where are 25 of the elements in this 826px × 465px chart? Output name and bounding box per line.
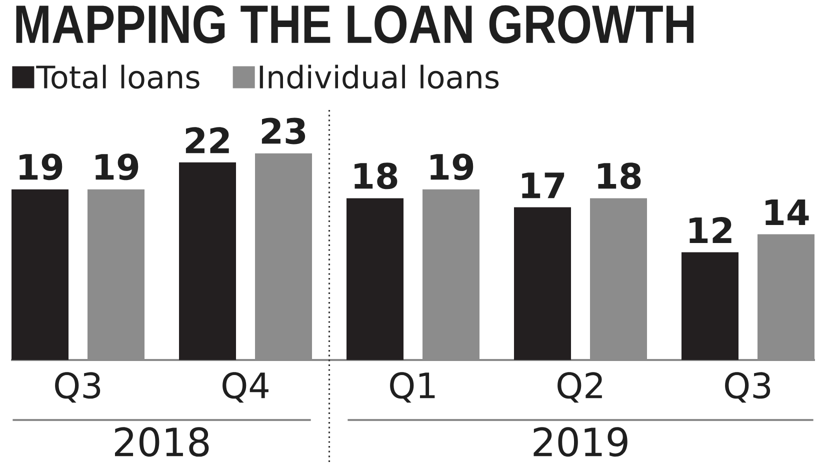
text: 2019 xyxy=(534,427,628,457)
data-label: 19 xyxy=(430,154,474,180)
data-label: 18 xyxy=(354,162,398,190)
data-label: 17 xyxy=(522,172,564,198)
chart-title: MAPPING THE LOAN GROWTH xyxy=(16,5,694,44)
bar xyxy=(682,252,738,360)
legend-label: Total loans xyxy=(36,64,200,89)
data-label: 12 xyxy=(690,217,732,243)
data-label: 19 xyxy=(96,154,138,180)
bar xyxy=(346,198,404,360)
text: 2018 xyxy=(114,427,209,457)
x-tick-label: Q2 xyxy=(558,372,602,403)
data-label: 22 xyxy=(186,127,229,154)
bar xyxy=(12,189,69,360)
x-tick-label: Q3 xyxy=(725,372,770,403)
data-label: 23 xyxy=(262,118,306,144)
data-label: 19 xyxy=(20,154,62,180)
x-tick-label: Q4 xyxy=(222,372,268,403)
data-label: 14 xyxy=(766,200,809,226)
legend-label: Individual loans xyxy=(260,64,499,89)
x-tick-label: Q1 xyxy=(390,372,435,403)
data-label: 18 xyxy=(598,162,641,190)
x-tick-label: Q3 xyxy=(55,372,100,403)
bar xyxy=(514,207,571,360)
bar xyxy=(179,162,236,360)
